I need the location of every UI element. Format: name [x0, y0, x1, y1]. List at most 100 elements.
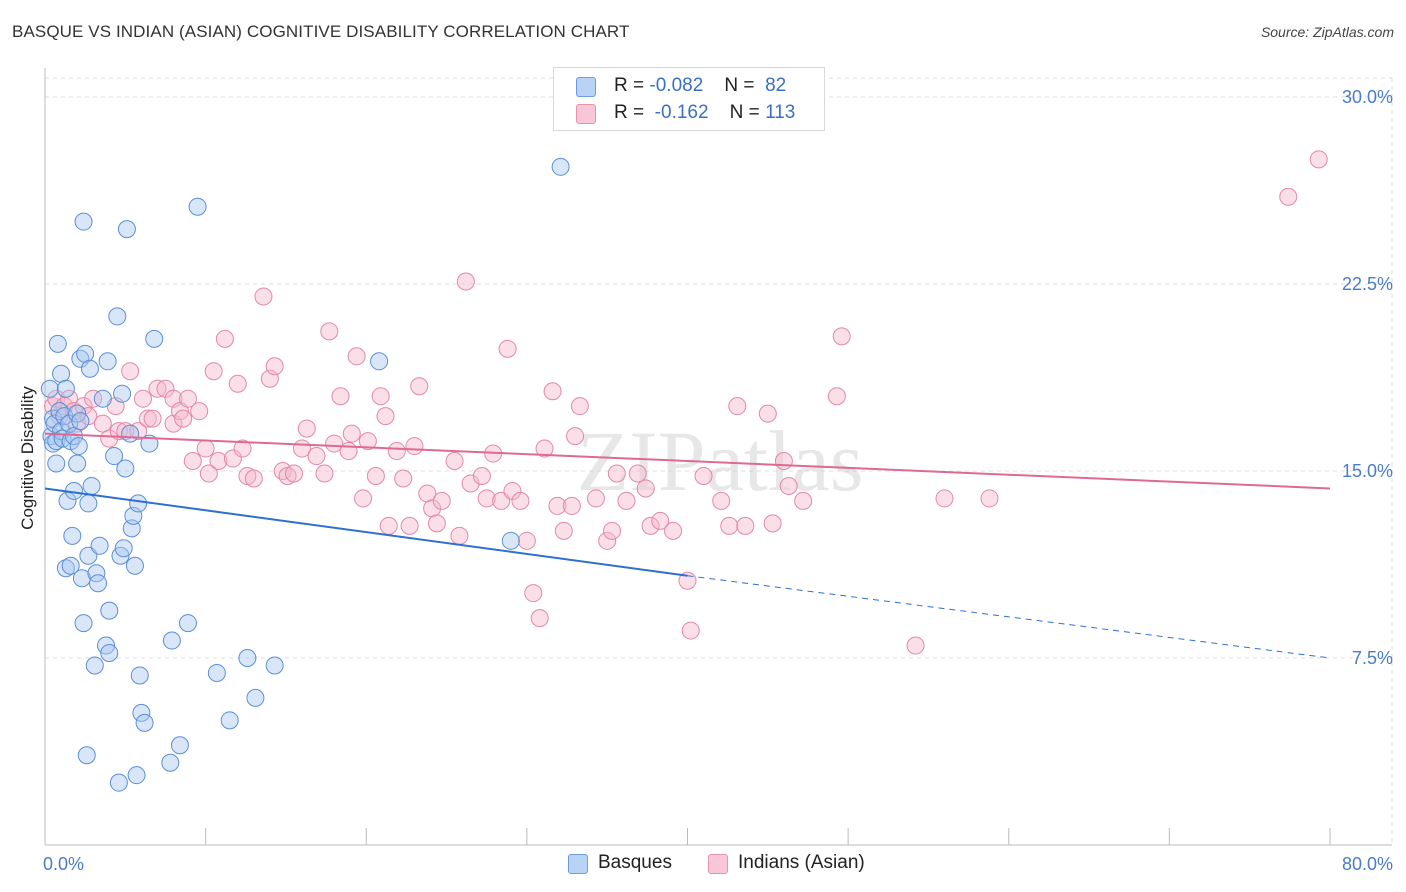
indians-point: [410, 377, 429, 396]
indians-point: [450, 526, 469, 545]
basques-point: [238, 649, 257, 667]
indians-point: [548, 496, 567, 515]
indians-point: [273, 462, 292, 480]
indians-point: [394, 469, 413, 488]
indians-point: [554, 521, 573, 540]
axes: [44, 68, 1392, 846]
basques-point: [71, 412, 90, 431]
indians-point: [432, 491, 451, 510]
legend-label: Indians (Asian): [738, 852, 865, 873]
indians-point: [935, 489, 954, 508]
r-label: R =: [614, 102, 645, 123]
basques-point: [125, 556, 144, 575]
indians-point: [774, 452, 793, 471]
indians-point: [199, 464, 218, 483]
basques-point: [129, 494, 148, 513]
indians-point: [694, 466, 713, 485]
indians-point: [315, 464, 334, 483]
indians-swatch: [708, 854, 728, 874]
indians-point: [342, 424, 361, 443]
basques-point: [265, 656, 284, 675]
indians-point: [736, 516, 755, 535]
indians-point: [641, 516, 660, 535]
indians-point: [371, 387, 390, 406]
basques-point: [135, 713, 154, 732]
indians-point: [980, 489, 999, 508]
basques-point: [56, 559, 75, 578]
basques-point: [114, 539, 133, 558]
indians-point: [543, 382, 562, 401]
basques-point: [207, 663, 226, 682]
basques-point: [68, 454, 87, 473]
basques-point: [130, 666, 149, 685]
indians-point: [339, 442, 358, 461]
indians-point: [570, 397, 589, 416]
indians-point: [178, 389, 197, 408]
x-tick-label: 80.0%: [1342, 854, 1393, 874]
basques-point: [100, 644, 119, 663]
basques-point: [178, 614, 197, 633]
indians-point: [832, 327, 851, 346]
indians-point: [379, 516, 398, 535]
indians-point: [763, 514, 782, 533]
indians-point: [456, 272, 475, 291]
indians-point: [284, 464, 303, 483]
indians-point: [204, 362, 223, 381]
indians-point: [427, 514, 446, 533]
basques-point: [63, 526, 82, 545]
basques-point: [220, 711, 239, 730]
indians-point: [244, 469, 263, 488]
indians-point: [603, 521, 622, 540]
basques-trend-line: [44, 487, 688, 577]
indians-point: [358, 432, 377, 451]
indians-point: [307, 447, 326, 466]
indians-point: [794, 491, 813, 510]
indians-point: [265, 357, 284, 376]
indians-point: [477, 489, 496, 508]
basques-point: [116, 459, 135, 478]
indians-point: [1309, 150, 1328, 169]
n-label: N =: [724, 75, 755, 96]
indians-point: [325, 434, 344, 453]
indians-point: [209, 452, 228, 471]
y-tick-labels: 7.5% 15.0% 22.5% 30.0%: [1342, 87, 1393, 668]
indians-point: [664, 521, 683, 540]
series-legend: Basques Indians (Asian): [0, 852, 1406, 878]
basques-point: [98, 352, 117, 371]
indians-point: [779, 476, 798, 495]
r-label: R =: [614, 75, 645, 96]
basques-point: [89, 574, 108, 593]
legend-text: R = -0.162 N = 113: [614, 102, 795, 124]
legend-text: R = -0.082 N = 82: [614, 75, 786, 97]
indians-point: [598, 531, 617, 550]
indians-point: [492, 491, 511, 510]
indians-point: [524, 584, 543, 603]
indians-point: [906, 636, 925, 655]
basques-point: [246, 688, 265, 707]
basques-point: [188, 197, 207, 216]
indians-point: [233, 439, 252, 458]
basques-point: [140, 434, 159, 453]
r-value: -0.162: [654, 102, 709, 123]
basques-point: [77, 746, 96, 765]
basques-point: [40, 379, 59, 398]
indians-point: [617, 491, 636, 510]
basques-point: [69, 437, 88, 456]
basques-point: [72, 569, 91, 588]
indians-point: [183, 452, 202, 471]
indians-point: [133, 389, 152, 408]
basques-point: [132, 703, 151, 722]
indians-point: [196, 439, 215, 458]
indians-point: [511, 491, 530, 510]
indians-point: [758, 404, 777, 423]
indians-point: [354, 489, 373, 508]
indians-point: [472, 466, 491, 485]
n-label: N =: [729, 102, 760, 123]
basques-point: [109, 773, 128, 792]
basques-point: [50, 402, 69, 421]
indians-point: [720, 516, 739, 535]
legend-label: Basques: [598, 852, 672, 873]
indians-points: [44, 150, 1328, 655]
basques-point: [79, 546, 98, 565]
